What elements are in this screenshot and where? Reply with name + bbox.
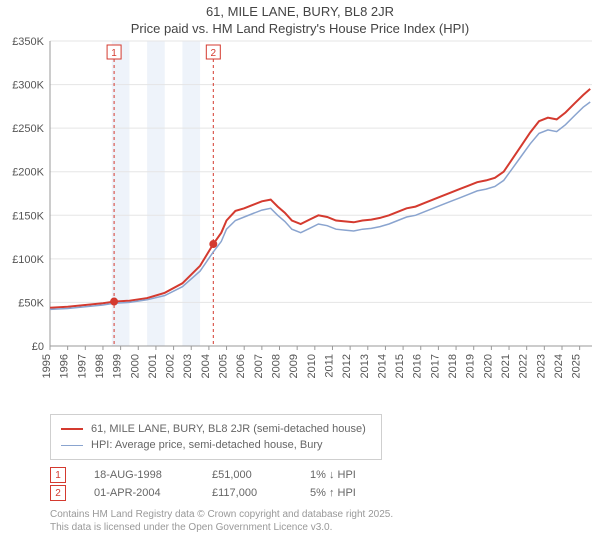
svg-text:2001: 2001 (147, 354, 159, 378)
svg-text:1995: 1995 (41, 354, 53, 378)
legend-label-1: 61, MILE LANE, BURY, BL8 2JR (semi-detac… (91, 423, 366, 435)
series-price_paid (50, 89, 590, 308)
event-date: 01-APR-2004 (94, 487, 184, 499)
svg-text:2002: 2002 (165, 354, 177, 378)
svg-text:2011: 2011 (323, 354, 335, 378)
svg-text:£250K: £250K (12, 123, 44, 135)
attribution-line-2: This data is licensed under the Open Gov… (50, 521, 600, 534)
svg-text:1997: 1997 (76, 354, 88, 378)
svg-text:2003: 2003 (182, 354, 194, 378)
svg-text:£100K: £100K (12, 254, 44, 266)
attribution: Contains HM Land Registry data © Crown c… (50, 508, 600, 534)
svg-text:£0: £0 (32, 341, 44, 353)
svg-text:£200K: £200K (12, 167, 44, 179)
event-marker: 2 (50, 485, 66, 501)
event-price: £51,000 (212, 469, 282, 481)
title-line-2: Price paid vs. HM Land Registry's House … (0, 21, 600, 36)
legend-label-2: HPI: Average price, semi-detached house,… (91, 439, 323, 451)
svg-text:2014: 2014 (376, 354, 388, 378)
event-delta: 1% ↓ HPI (310, 469, 356, 481)
legend-swatch-1 (61, 428, 83, 430)
svg-text:2023: 2023 (535, 354, 547, 378)
svg-text:2015: 2015 (394, 354, 406, 378)
series-hpi (50, 102, 590, 309)
legend-swatch-2 (61, 445, 83, 446)
svg-text:£150K: £150K (12, 210, 44, 222)
svg-text:£350K: £350K (12, 36, 44, 48)
svg-text:1999: 1999 (112, 354, 124, 378)
svg-text:1996: 1996 (59, 354, 71, 378)
svg-text:2012: 2012 (341, 354, 353, 378)
svg-text:2010: 2010 (306, 354, 318, 378)
svg-text:2013: 2013 (359, 354, 371, 378)
svg-text:2024: 2024 (553, 354, 565, 378)
svg-text:2021: 2021 (500, 354, 512, 378)
svg-text:2020: 2020 (482, 354, 494, 378)
svg-text:2008: 2008 (271, 354, 283, 378)
title-line-1: 61, MILE LANE, BURY, BL8 2JR (0, 4, 600, 19)
svg-text:2009: 2009 (288, 354, 300, 378)
event-date: 18-AUG-1998 (94, 469, 184, 481)
svg-text:1998: 1998 (94, 354, 106, 378)
events-table: 1 18-AUG-1998 £51,000 1% ↓ HPI 2 01-APR-2004 £… (50, 466, 600, 502)
svg-text:£50K: £50K (18, 297, 44, 309)
svg-text:1: 1 (111, 48, 117, 59)
svg-text:2: 2 (211, 48, 217, 59)
attribution-line-1: Contains HM Land Registry data © Crown c… (50, 508, 600, 521)
svg-text:£300K: £300K (12, 80, 44, 92)
svg-text:2025: 2025 (571, 354, 583, 378)
event-marker: 1 (50, 467, 66, 483)
svg-text:2018: 2018 (447, 354, 459, 378)
legend: 61, MILE LANE, BURY, BL8 2JR (semi-detac… (50, 414, 382, 460)
svg-text:2007: 2007 (253, 354, 265, 378)
svg-text:2017: 2017 (429, 354, 441, 378)
svg-text:2000: 2000 (129, 354, 141, 378)
svg-text:2016: 2016 (412, 354, 424, 378)
event-delta: 5% ↑ HPI (310, 487, 356, 499)
event-row: 1 18-AUG-1998 £51,000 1% ↓ HPI (50, 466, 600, 484)
svg-text:2019: 2019 (465, 354, 477, 378)
svg-text:2022: 2022 (518, 354, 530, 378)
svg-text:2006: 2006 (235, 354, 247, 378)
svg-text:2004: 2004 (200, 354, 212, 378)
price-chart: £0 £50K £100K £150K £200K £250K £300K £350K 1995… (0, 36, 600, 406)
event-price: £117,000 (212, 487, 282, 499)
svg-text:2005: 2005 (218, 354, 230, 378)
event-row: 2 01-APR-2004 £117,000 5% ↑ HPI (50, 484, 600, 502)
